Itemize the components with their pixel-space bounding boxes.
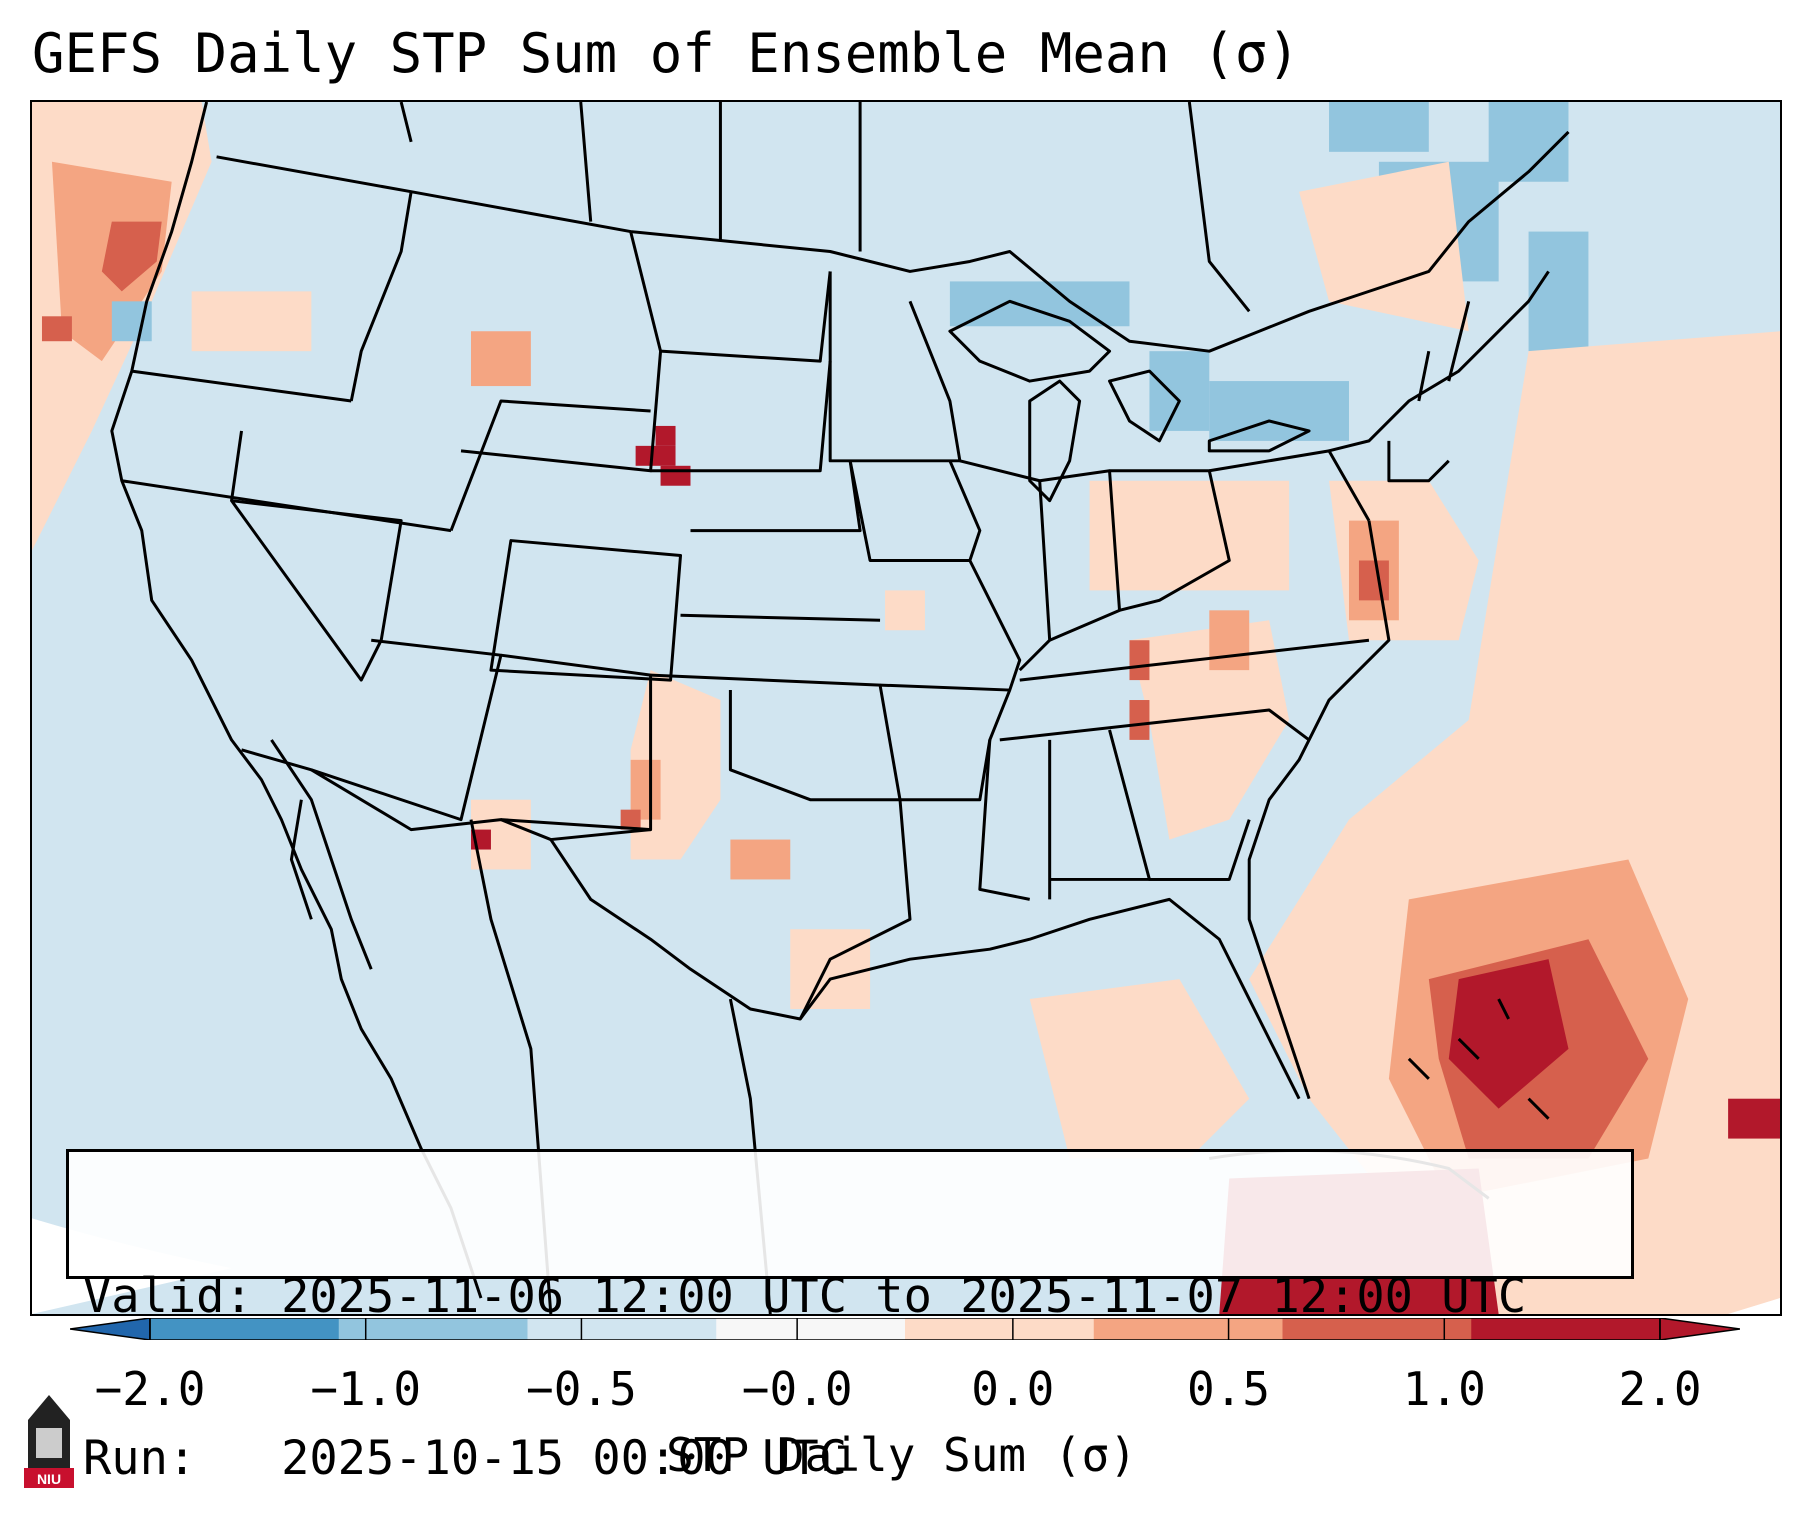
ks-ok <box>680 613 881 622</box>
great-lakes-outline <box>948 299 1311 503</box>
patch-sd-ne-dark-2 <box>635 445 676 466</box>
patch-southeast-mid <box>1209 610 1250 671</box>
idaho-east <box>349 191 413 402</box>
logo-window-icon <box>36 1428 62 1458</box>
colorbar-tick-label: −0.0 <box>741 1362 853 1416</box>
patch-gulf-offshore <box>1029 979 1250 1159</box>
new-england <box>1328 270 1550 483</box>
patch-sd-ne-dark-1 <box>655 425 676 446</box>
colorbar-tick-label: 1.0 <box>1402 1362 1486 1416</box>
valid-time-line: Valid: 2025-11-06 12:00 UTC to 2025-11-0… <box>83 1269 1527 1324</box>
patch-montana <box>470 331 531 387</box>
patch-quebec-blue-4 <box>1528 231 1589 352</box>
mt-wy <box>460 231 663 473</box>
map-svg <box>32 102 1780 1314</box>
colorbar-segment <box>1471 1318 1661 1340</box>
colorbar-tick-label: −0.5 <box>526 1362 637 1416</box>
bahamas-islands <box>1407 998 1550 1120</box>
colorbar-ticks <box>149 1318 1661 1340</box>
colorbar <box>70 1318 1740 1340</box>
colorbar-segment <box>150 1318 340 1340</box>
patch-bahamas-red <box>1448 959 1569 1109</box>
chart-title: GEFS Daily STP Sum of Ensemble Mean (σ) <box>32 22 1300 85</box>
ar-la <box>900 689 1012 802</box>
il-in <box>959 459 1052 672</box>
patch-southeast <box>1129 620 1290 840</box>
colorbar-extend-low <box>70 1318 151 1340</box>
mo-ar <box>880 559 1022 692</box>
in-oh <box>1039 469 1122 642</box>
patch-offshore-dark-2 <box>41 316 72 342</box>
patch-quebec-blue-1 <box>1329 102 1429 152</box>
ga-fl <box>1049 819 1251 881</box>
patch-pacific-offshore-dark <box>101 221 162 292</box>
patch-gulf-coast <box>790 929 871 1010</box>
patch-atlantic-red <box>1728 1098 1780 1139</box>
colorbar-tick-label: 2.0 <box>1618 1362 1702 1416</box>
mexico-border <box>310 768 552 841</box>
ca-nv <box>230 430 383 682</box>
colorbar-segment <box>905 1318 1095 1340</box>
mn-ia-wi <box>828 271 962 463</box>
west-coast <box>110 102 483 1299</box>
nv-ut <box>231 499 403 641</box>
ok-panhandle <box>650 673 902 802</box>
colorbar-segment <box>338 1318 528 1340</box>
colorbar-segment <box>1093 1318 1283 1340</box>
patch-tx-central <box>730 839 791 880</box>
gulf-coast <box>799 897 1301 1100</box>
patch-mid-atlantic-dark <box>1358 560 1389 601</box>
logo-text: NIU <box>37 1471 61 1487</box>
patch-appalachia-dark-2 <box>1129 700 1150 740</box>
ky-tn <box>1019 638 1370 682</box>
boundaries <box>110 102 1570 1314</box>
niu-logo: NIU <box>24 1395 74 1488</box>
canada-provinces <box>399 102 1251 313</box>
us-canada-border <box>216 130 1570 353</box>
logo-badge <box>24 1468 74 1488</box>
projection-edge-right <box>1728 1298 1780 1314</box>
colorbar-tick-label: −1.0 <box>310 1362 422 1416</box>
colorbar-segment <box>527 1318 717 1340</box>
anomaly-patches <box>32 102 1780 1314</box>
nm-tx <box>500 653 653 832</box>
colorbar-tick-labels: −2.0 −1.0 −0.5 −0.0 0.0 0.5 1.0 2.0 <box>0 1362 1803 1422</box>
east-coast <box>1247 520 1391 1100</box>
baja <box>270 739 373 970</box>
tn-south <box>999 708 1310 742</box>
wa-or <box>131 369 352 403</box>
colorbar-extend-high <box>1659 1318 1740 1340</box>
patch-quebec-blue-3 <box>1488 102 1569 182</box>
map-panel[interactable] <box>30 100 1782 1316</box>
patch-ontario-blue <box>1209 381 1349 441</box>
colorbar-tick-label: −2.0 <box>94 1362 206 1416</box>
info-box: Valid: 2025-11-06 12:00 UTC to 2025-11-0… <box>66 1149 1634 1486</box>
patch-missouri <box>885 590 925 631</box>
sd-ne <box>650 361 832 473</box>
oh-pa <box>1109 469 1231 612</box>
colorbar-segment <box>1282 1318 1472 1340</box>
az-nm <box>241 638 503 822</box>
nd-sd <box>660 271 832 363</box>
texas-border <box>549 799 912 1021</box>
wy-co-ut <box>449 399 651 532</box>
patch-lake-huron <box>1149 351 1210 431</box>
patch-tx-red <box>620 809 641 830</box>
colorbar-segments <box>149 1318 1661 1340</box>
run-time-line: Run: 2025-10-15 00:00 UTC <box>83 1431 848 1486</box>
colorbar-tick-label: 0.0 <box>971 1362 1055 1416</box>
patch-east-coast-light <box>1299 161 1469 332</box>
colorbar-label: STP Daily Sum (σ) <box>666 1428 1137 1482</box>
patch-appalachia-light <box>1089 480 1290 591</box>
colorbar-segment <box>716 1318 906 1340</box>
co-box <box>489 539 683 682</box>
ia-mo <box>848 460 982 562</box>
colorbar-tick-label: 0.5 <box>1187 1362 1271 1416</box>
patch-appalachia-dark <box>1129 640 1150 681</box>
patch-lake-superior <box>949 281 1130 327</box>
patch-sd-ne-dark-3 <box>660 465 691 486</box>
patch-wa-interior <box>191 291 312 352</box>
